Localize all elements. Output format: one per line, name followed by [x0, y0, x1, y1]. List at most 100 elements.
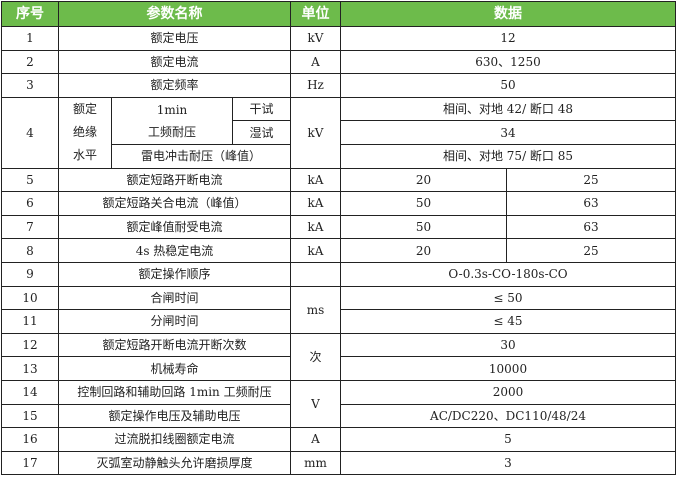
row-name: 额定峰值耐受电流	[58, 214, 291, 240]
table-row: 8 4s 热稳定电流 kA 20 25	[1, 238, 676, 263]
row-name: 额定电压	[58, 26, 291, 51]
row-value: AC/DC220、DC110/48/24	[340, 403, 676, 429]
row-unit: 次	[290, 332, 341, 381]
lightning-impulse: 雷电冲击耐压（峰值）	[111, 143, 291, 169]
table-row: 5 额定短路开断电流 kA 20 25	[1, 167, 676, 193]
row-unit: kA	[290, 214, 341, 240]
row-no: 10	[1, 285, 59, 311]
row-unit: V	[290, 379, 341, 429]
table-row: 16 过流脱扣线圈额定电流 A 5	[1, 427, 676, 452]
table-row: 3 额定频率 Hz 50	[1, 73, 676, 98]
row-name: 额定操作电压及辅助电压	[58, 403, 291, 429]
header-unit: 单位	[290, 1, 341, 27]
table-row: 1 额定电压 kV 12	[1, 26, 676, 51]
table-row: 17 灭弧室动静触头允许磨损厚度 mm 3	[1, 450, 676, 476]
row-name: 额定操作顺序	[58, 261, 291, 287]
row-unit: kA	[290, 191, 341, 216]
table-row: 13 机械寿命 10000	[1, 356, 676, 381]
row-value: 630、1250	[340, 49, 676, 75]
row-value-2: 25	[506, 167, 676, 193]
dry-value: 相间、对地 42/ 断口 48	[340, 96, 676, 122]
table-row: 15 额定操作电压及辅助电压 AC/DC220、DC110/48/24	[1, 403, 676, 429]
row-name: 合闸时间	[58, 285, 291, 311]
row-name: 额定频率	[58, 73, 291, 98]
row-value-1: 20	[340, 167, 507, 193]
row-unit	[290, 261, 341, 287]
row-unit: A	[290, 49, 341, 75]
row-unit: kA	[290, 167, 341, 193]
row-unit: kV	[290, 26, 341, 51]
row-no: 17	[1, 450, 59, 476]
table-row: 6 额定短路关合电流（峰值） kA 50 63	[1, 191, 676, 216]
row-value-1: 20	[340, 238, 507, 263]
table-row: 9 额定操作顺序 O-0.3s-CO-180s-CO	[1, 261, 676, 287]
row-unit: kA	[290, 238, 341, 263]
row-value: 3	[340, 450, 676, 476]
row-unit: mm	[290, 450, 341, 476]
row-value: ≤ 45	[340, 309, 676, 334]
row-unit: Hz	[290, 73, 341, 98]
row-value: 50	[340, 73, 676, 98]
row-unit: kV	[290, 96, 341, 169]
row-no: 3	[1, 73, 59, 98]
table-row: 11 分闸时间 ≤ 45	[1, 309, 676, 334]
row-no: 14	[1, 379, 59, 405]
row-name: 机械寿命	[58, 356, 291, 381]
row-name: 4s 热稳定电流	[58, 238, 291, 263]
row-value: 30	[340, 332, 676, 358]
row-value: 10000	[340, 356, 676, 381]
row-no: 8	[1, 238, 59, 263]
row-name: 分闸时间	[58, 309, 291, 334]
row-no: 1	[1, 26, 59, 51]
table-row: 12 额定短路开断电流开断次数 次 30	[1, 332, 676, 381]
row-name: 额定短路关合电流（峰值）	[58, 191, 291, 216]
table-row: 湿试 34	[2, 120, 676, 145]
row-no: 12	[1, 332, 59, 358]
insulation-group: 额定 绝缘 水平	[58, 96, 112, 169]
row-value-1: 50	[340, 191, 507, 216]
row-value: 5	[340, 427, 676, 452]
table-row: 14 控制回路和辅助回路 1min 工频耐压 V 2000	[1, 379, 676, 429]
row-name: 过流脱扣线圈额定电流	[58, 427, 291, 452]
wet-test: 湿试	[232, 120, 291, 145]
table-row: 雷电冲击耐压（峰值） 相间、对地 75/ 断口 85	[2, 143, 676, 169]
row-no: 7	[1, 214, 59, 240]
row-no: 16	[1, 427, 59, 452]
header-name: 参数名称	[58, 1, 291, 27]
header-data: 数据	[340, 1, 676, 27]
table-row: 7 额定峰值耐受电流 kA 50 63	[1, 214, 676, 240]
row-no: 6	[1, 191, 59, 216]
table-row: 4 额定 绝缘 水平 1min 工频耐压 干试 kV 相间、对地 42/ 断口 …	[1, 96, 676, 169]
row-name: 额定短路开断电流	[58, 167, 291, 193]
row-no: 5	[1, 167, 59, 193]
row-value: O-0.3s-CO-180s-CO	[340, 261, 676, 287]
header-no: 序号	[1, 1, 59, 27]
sub2: 工频耐压	[147, 124, 196, 139]
row-name: 控制回路和辅助回路 1min 工频耐压	[58, 379, 291, 405]
table-row: 10 合闸时间 ms ≤ 50	[1, 285, 676, 334]
row-value: ≤ 50	[340, 285, 676, 311]
sub1: 1min	[156, 102, 188, 117]
row-value-2: 25	[506, 238, 676, 263]
row-no: 15	[1, 403, 59, 429]
row-no: 2	[1, 49, 59, 75]
row-name: 额定短路开断电流开断次数	[58, 332, 291, 358]
row-value-2: 63	[506, 191, 676, 216]
row-value: 2000	[340, 379, 676, 405]
row-no: 4	[1, 96, 59, 169]
row-value-2: 63	[506, 214, 676, 240]
row-no: 11	[1, 309, 59, 334]
row-no: 9	[1, 261, 59, 287]
dry-test: 干试	[232, 96, 291, 122]
wet-value: 34	[340, 120, 676, 145]
row-name: 灭弧室动静触头允许磨损厚度	[58, 450, 291, 476]
row-no: 13	[1, 356, 59, 381]
row-value-1: 50	[340, 214, 507, 240]
row-unit: ms	[290, 285, 341, 334]
lightning-value: 相间、对地 75/ 断口 85	[340, 143, 676, 169]
table-row: 2 额定电流 A 630、1250	[1, 49, 676, 75]
row-value: 12	[340, 26, 676, 51]
row-name: 额定电流	[58, 49, 291, 75]
row-unit: A	[290, 427, 341, 452]
